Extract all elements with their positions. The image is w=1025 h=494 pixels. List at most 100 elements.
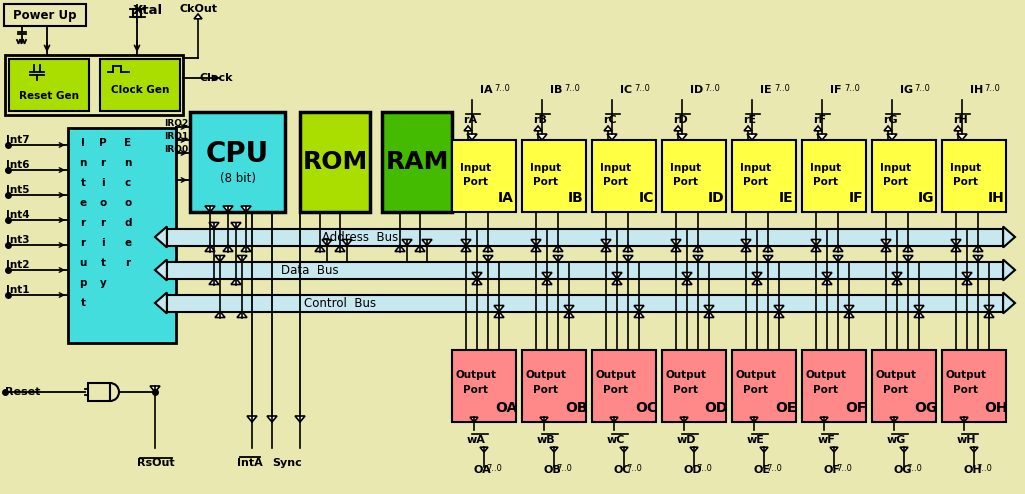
- Text: Clock Gen: Clock Gen: [111, 85, 169, 95]
- Polygon shape: [744, 126, 752, 131]
- Polygon shape: [634, 305, 644, 312]
- Text: Clock: Clock: [200, 73, 234, 83]
- Text: rC: rC: [603, 115, 617, 125]
- Text: rF: rF: [814, 115, 826, 125]
- Polygon shape: [760, 447, 768, 452]
- Text: Reset: Reset: [5, 387, 40, 397]
- Text: 7..0: 7..0: [774, 84, 790, 93]
- Bar: [732, 140, 796, 212]
- Text: rH: rH: [952, 115, 968, 125]
- Polygon shape: [682, 279, 692, 285]
- Text: Input: Input: [740, 163, 772, 173]
- Bar: [382, 112, 452, 212]
- Polygon shape: [223, 246, 233, 251]
- Text: Data  Bus: Data Bus: [281, 263, 339, 277]
- Text: OA: OA: [474, 465, 492, 475]
- Polygon shape: [534, 126, 542, 131]
- Polygon shape: [537, 134, 547, 140]
- Polygon shape: [844, 305, 854, 312]
- Text: y: y: [99, 278, 107, 288]
- Polygon shape: [322, 240, 332, 246]
- Polygon shape: [704, 312, 714, 318]
- Text: Port: Port: [463, 385, 489, 395]
- Polygon shape: [531, 240, 541, 246]
- Polygon shape: [676, 134, 687, 140]
- Text: E: E: [124, 138, 131, 148]
- Text: r: r: [100, 218, 106, 228]
- Bar: [942, 350, 1006, 422]
- Polygon shape: [237, 312, 247, 318]
- Polygon shape: [480, 447, 488, 452]
- Text: CkOut: CkOut: [179, 4, 217, 14]
- Polygon shape: [610, 417, 618, 422]
- Polygon shape: [531, 246, 541, 251]
- Text: RsOut: RsOut: [137, 458, 175, 468]
- Polygon shape: [973, 246, 983, 251]
- Polygon shape: [890, 417, 898, 422]
- Text: t: t: [81, 298, 85, 308]
- Text: IC: IC: [620, 85, 632, 95]
- Polygon shape: [461, 246, 472, 251]
- Text: IA: IA: [480, 85, 493, 95]
- Text: wA: wA: [466, 435, 486, 445]
- Text: ID: ID: [690, 85, 703, 95]
- Text: I: I: [81, 138, 85, 148]
- Polygon shape: [811, 246, 821, 251]
- Polygon shape: [892, 279, 902, 285]
- Text: Port: Port: [884, 177, 908, 187]
- Text: r: r: [125, 258, 130, 268]
- Polygon shape: [830, 447, 838, 452]
- Text: OD: OD: [684, 465, 702, 475]
- Bar: [802, 140, 866, 212]
- Polygon shape: [1003, 227, 1015, 247]
- Text: p: p: [79, 278, 87, 288]
- Text: Port: Port: [814, 385, 838, 395]
- Text: IB: IB: [550, 85, 563, 95]
- Text: IF: IF: [849, 191, 863, 205]
- Polygon shape: [472, 279, 482, 285]
- Bar: [872, 350, 936, 422]
- Polygon shape: [682, 273, 692, 279]
- Bar: [133, 9, 141, 17]
- Polygon shape: [674, 126, 682, 131]
- Text: Int2: Int2: [6, 260, 30, 270]
- Text: t: t: [81, 178, 85, 188]
- Polygon shape: [962, 273, 972, 279]
- Text: ID: ID: [707, 191, 725, 205]
- Bar: [592, 350, 656, 422]
- Bar: [190, 112, 285, 212]
- Bar: [662, 350, 726, 422]
- Text: r: r: [80, 238, 85, 248]
- Text: i: i: [101, 238, 105, 248]
- Bar: [167, 229, 1003, 246]
- Polygon shape: [704, 305, 714, 312]
- Text: OG: OG: [914, 401, 938, 415]
- Bar: [300, 112, 370, 212]
- Text: IE: IE: [779, 191, 793, 205]
- Polygon shape: [960, 417, 968, 422]
- Text: Int4: Int4: [6, 210, 30, 220]
- Bar: [452, 350, 516, 422]
- Polygon shape: [564, 305, 574, 312]
- Polygon shape: [693, 255, 703, 261]
- Polygon shape: [693, 246, 703, 251]
- Text: 7..0: 7..0: [766, 464, 782, 473]
- Text: Port: Port: [604, 177, 628, 187]
- Text: OB: OB: [565, 401, 587, 415]
- Bar: [522, 140, 586, 212]
- Polygon shape: [1003, 259, 1015, 281]
- Text: OG: OG: [894, 465, 912, 475]
- Bar: [68, 128, 176, 343]
- Polygon shape: [763, 255, 773, 261]
- Text: c: c: [125, 178, 131, 188]
- Text: Input: Input: [460, 163, 492, 173]
- Polygon shape: [470, 417, 478, 422]
- Polygon shape: [741, 246, 751, 251]
- Bar: [5, 55, 183, 115]
- Polygon shape: [155, 227, 167, 247]
- Polygon shape: [690, 447, 698, 452]
- Text: P: P: [99, 138, 107, 148]
- Text: rB: rB: [533, 115, 547, 125]
- Text: 7..0: 7..0: [976, 464, 992, 473]
- Text: wC: wC: [607, 435, 625, 445]
